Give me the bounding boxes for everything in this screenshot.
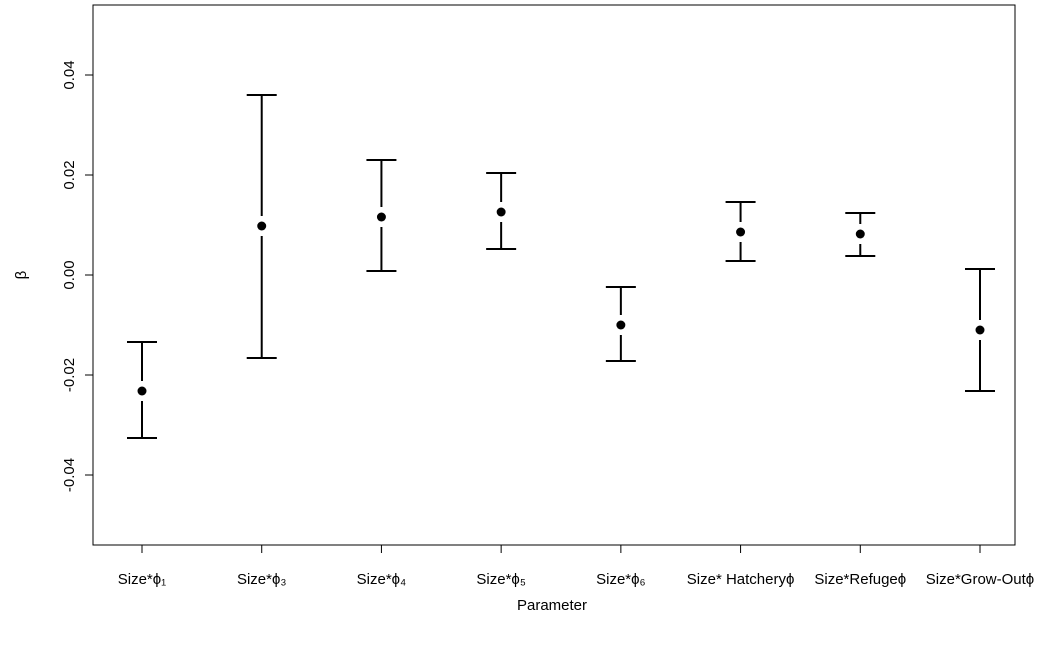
y-tick-label: -0.02 <box>61 358 78 392</box>
point <box>616 320 626 330</box>
point <box>137 386 147 396</box>
point <box>496 207 506 217</box>
x-tick-label: Size*ϕ₄ <box>357 571 407 588</box>
x-tick-label: Size*Grow-Outϕ <box>926 571 1034 588</box>
y-tick-label: 0.02 <box>61 160 78 189</box>
x-axis-label: Parameter <box>517 597 587 614</box>
plot-frame <box>92 4 1016 546</box>
y-tick-label: 0.04 <box>61 60 78 89</box>
x-tick-label: Size*ϕ₅ <box>476 571 525 588</box>
y-tick-label: 0.00 <box>61 260 78 289</box>
point <box>855 229 865 239</box>
x-tick-label: Size*ϕ₁ <box>118 571 166 588</box>
point <box>736 227 746 237</box>
y-tick-label: -0.04 <box>61 458 78 492</box>
x-tick-label: Size*Refugeϕ <box>814 571 906 588</box>
y-axis-label: β <box>13 270 30 279</box>
x-tick-label: Size* Hatcheryϕ <box>687 571 795 588</box>
x-tick-label: Size*ϕ₆ <box>596 571 645 588</box>
x-tick-label: Size*ϕ₃ <box>237 571 287 588</box>
point <box>257 221 267 231</box>
point <box>975 325 985 335</box>
point <box>376 212 386 222</box>
